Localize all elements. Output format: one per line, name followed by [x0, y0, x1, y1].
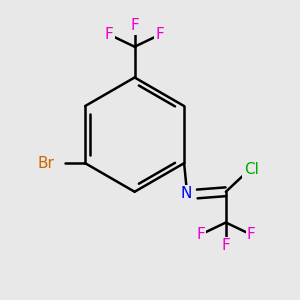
Text: F: F — [130, 18, 139, 33]
Text: F: F — [247, 227, 256, 242]
Text: F: F — [105, 27, 114, 42]
Text: Cl: Cl — [244, 162, 259, 177]
Text: F: F — [221, 238, 230, 253]
Text: F: F — [155, 27, 164, 42]
Text: F: F — [196, 227, 205, 242]
Text: Br: Br — [38, 156, 54, 171]
Text: N: N — [181, 186, 192, 201]
